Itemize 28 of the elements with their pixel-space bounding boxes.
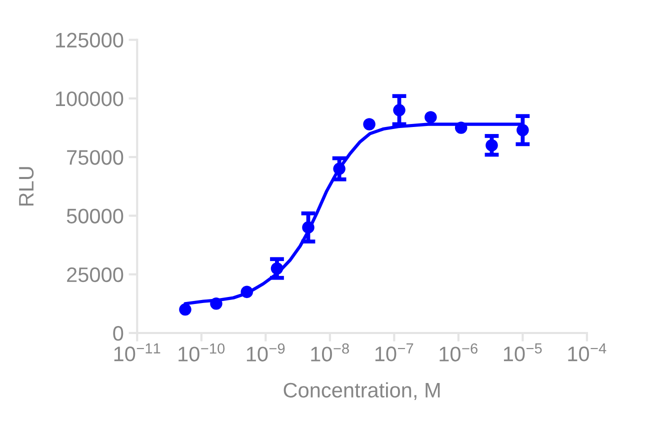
y-axis-title: RLU [19, 167, 34, 206]
point [424, 111, 437, 124]
point [179, 303, 192, 316]
point [363, 118, 376, 130]
point [486, 139, 498, 152]
y-tick-label: 50000 [66, 208, 124, 224]
point [333, 162, 346, 175]
point [240, 286, 254, 298]
x-tick-label: 10$^{−9}$ [246, 343, 285, 362]
point [302, 221, 314, 234]
x-tick-label: 10$^{−10}$ [178, 343, 225, 362]
y-tick-label: 0 [113, 326, 124, 341]
y-tick-label: 125000 [56, 32, 124, 48]
point [393, 104, 406, 116]
x-tick-label: 10$^{−6}$ [440, 343, 478, 362]
x-tick-label: 10$^{−11}$ [114, 343, 160, 362]
y-tick-label: 75000 [67, 150, 124, 165]
point [454, 122, 468, 134]
x-tick-label: 10$^{−7}$ [375, 343, 414, 362]
y-tick-label: 100000 [56, 91, 124, 106]
point [270, 262, 284, 275]
x-tick-label: 10$^{−8}$ [311, 343, 349, 362]
x-axis-title: Concentration, M [284, 382, 440, 400]
y-tick-label: 25000 [67, 267, 124, 282]
point [210, 298, 222, 310]
x-tick-label: 10$^{−4}$ [568, 343, 606, 362]
point [516, 124, 529, 136]
x-tick-label: 10$^{−5}$ [504, 343, 542, 362]
